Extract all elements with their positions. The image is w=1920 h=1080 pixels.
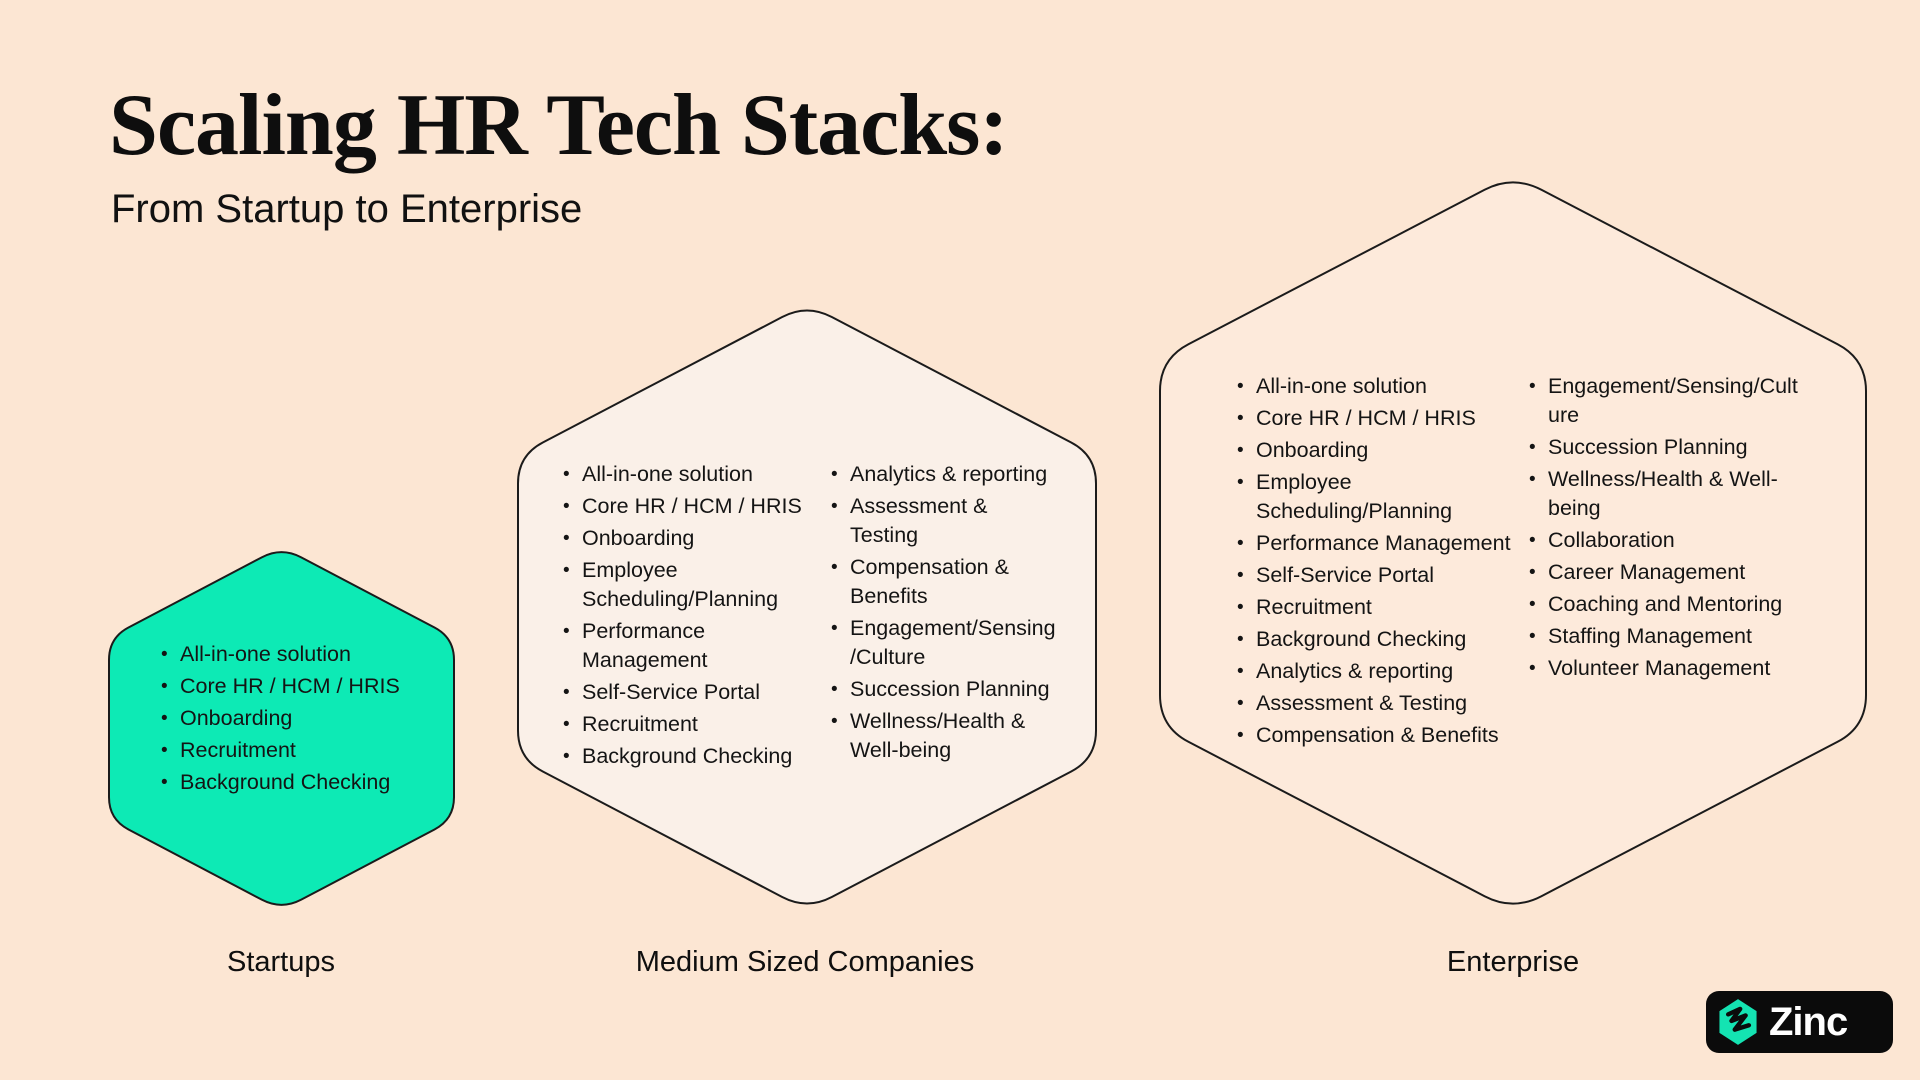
feature-item: Assessment &Testing <box>830 492 1070 550</box>
zinc-logo-text: Zinc <box>1769 1000 1848 1044</box>
zinc-logo: Zinc <box>1706 991 1893 1053</box>
feature-item: Coaching and Mentoring <box>1528 590 1820 619</box>
feature-item: Recruitment <box>1236 593 1528 622</box>
header: Scaling HR Tech Stacks: From Startup to … <box>109 77 1009 232</box>
feature-item: Recruitment <box>562 710 812 739</box>
feature-item: Volunteer Management <box>1528 654 1820 683</box>
feature-item: Wellness/Health &Well-being <box>830 707 1070 765</box>
feature-item: All-in-one solution <box>562 460 812 489</box>
feature-item: Background Checking <box>160 768 400 797</box>
zinc-zigzag-hexagon-icon <box>1719 999 1757 1045</box>
feature-item: Performance Management <box>1236 529 1528 558</box>
page-title: Scaling HR Tech Stacks: <box>109 77 1009 174</box>
tier-label-startups: Startups <box>227 946 335 978</box>
feature-item: Succession Planning <box>1528 433 1820 462</box>
feature-item: Staffing Management <box>1528 622 1820 651</box>
feature-item: All-in-one solution <box>1236 372 1528 401</box>
feature-item: Engagement/Sensing/Culture <box>1528 372 1820 430</box>
feature-item: Assessment & Testing <box>1236 689 1528 718</box>
medium-feature-list-left: All-in-one solution Core HR / HCM / HRIS O… <box>562 460 812 774</box>
startup-feature-list: All-in-one solution Core HR / HCM / HRIS O… <box>160 640 400 800</box>
feature-item: Core HR / HCM / HRIS <box>562 492 812 521</box>
feature-item: Background Checking <box>562 742 812 771</box>
feature-item: Recruitment <box>160 736 400 765</box>
enterprise-feature-list-right: Engagement/Sensing/Culture Succession Pla… <box>1528 372 1820 686</box>
feature-item: Self-Service Portal <box>562 678 812 707</box>
feature-item: Analytics & reporting <box>830 460 1070 489</box>
feature-item: Onboarding <box>160 704 400 733</box>
page-subtitle: From Startup to Enterprise <box>111 187 583 232</box>
feature-item: Engagement/Sensing/Culture <box>830 614 1070 672</box>
feature-item: Analytics & reporting <box>1236 657 1528 686</box>
feature-item: Core HR / HCM / HRIS <box>160 672 400 701</box>
feature-item: Succession Planning <box>830 675 1070 704</box>
feature-item: All-in-one solution <box>160 640 400 669</box>
feature-item: Compensation & Benefits <box>1236 721 1528 750</box>
feature-item: Core HR / HCM / HRIS <box>1236 404 1528 433</box>
feature-item: Onboarding <box>1236 436 1528 465</box>
feature-item: Compensation &Benefits <box>830 553 1070 611</box>
feature-item: Wellness/Health & Well-being <box>1528 465 1820 523</box>
feature-item: Self-Service Portal <box>1236 561 1528 590</box>
feature-item: Onboarding <box>562 524 812 553</box>
feature-item: Background Checking <box>1236 625 1528 654</box>
feature-item: Collaboration <box>1528 526 1820 555</box>
feature-item: Career Management <box>1528 558 1820 587</box>
tier-label-medium: Medium Sized Companies <box>635 946 975 978</box>
enterprise-feature-list-left: All-in-one solution Core HR / HCM / HRIS O… <box>1236 372 1528 753</box>
medium-feature-list-right: Analytics & reporting Assessment &Testing… <box>830 460 1070 768</box>
tier-label-enterprise: Enterprise <box>1446 946 1580 978</box>
